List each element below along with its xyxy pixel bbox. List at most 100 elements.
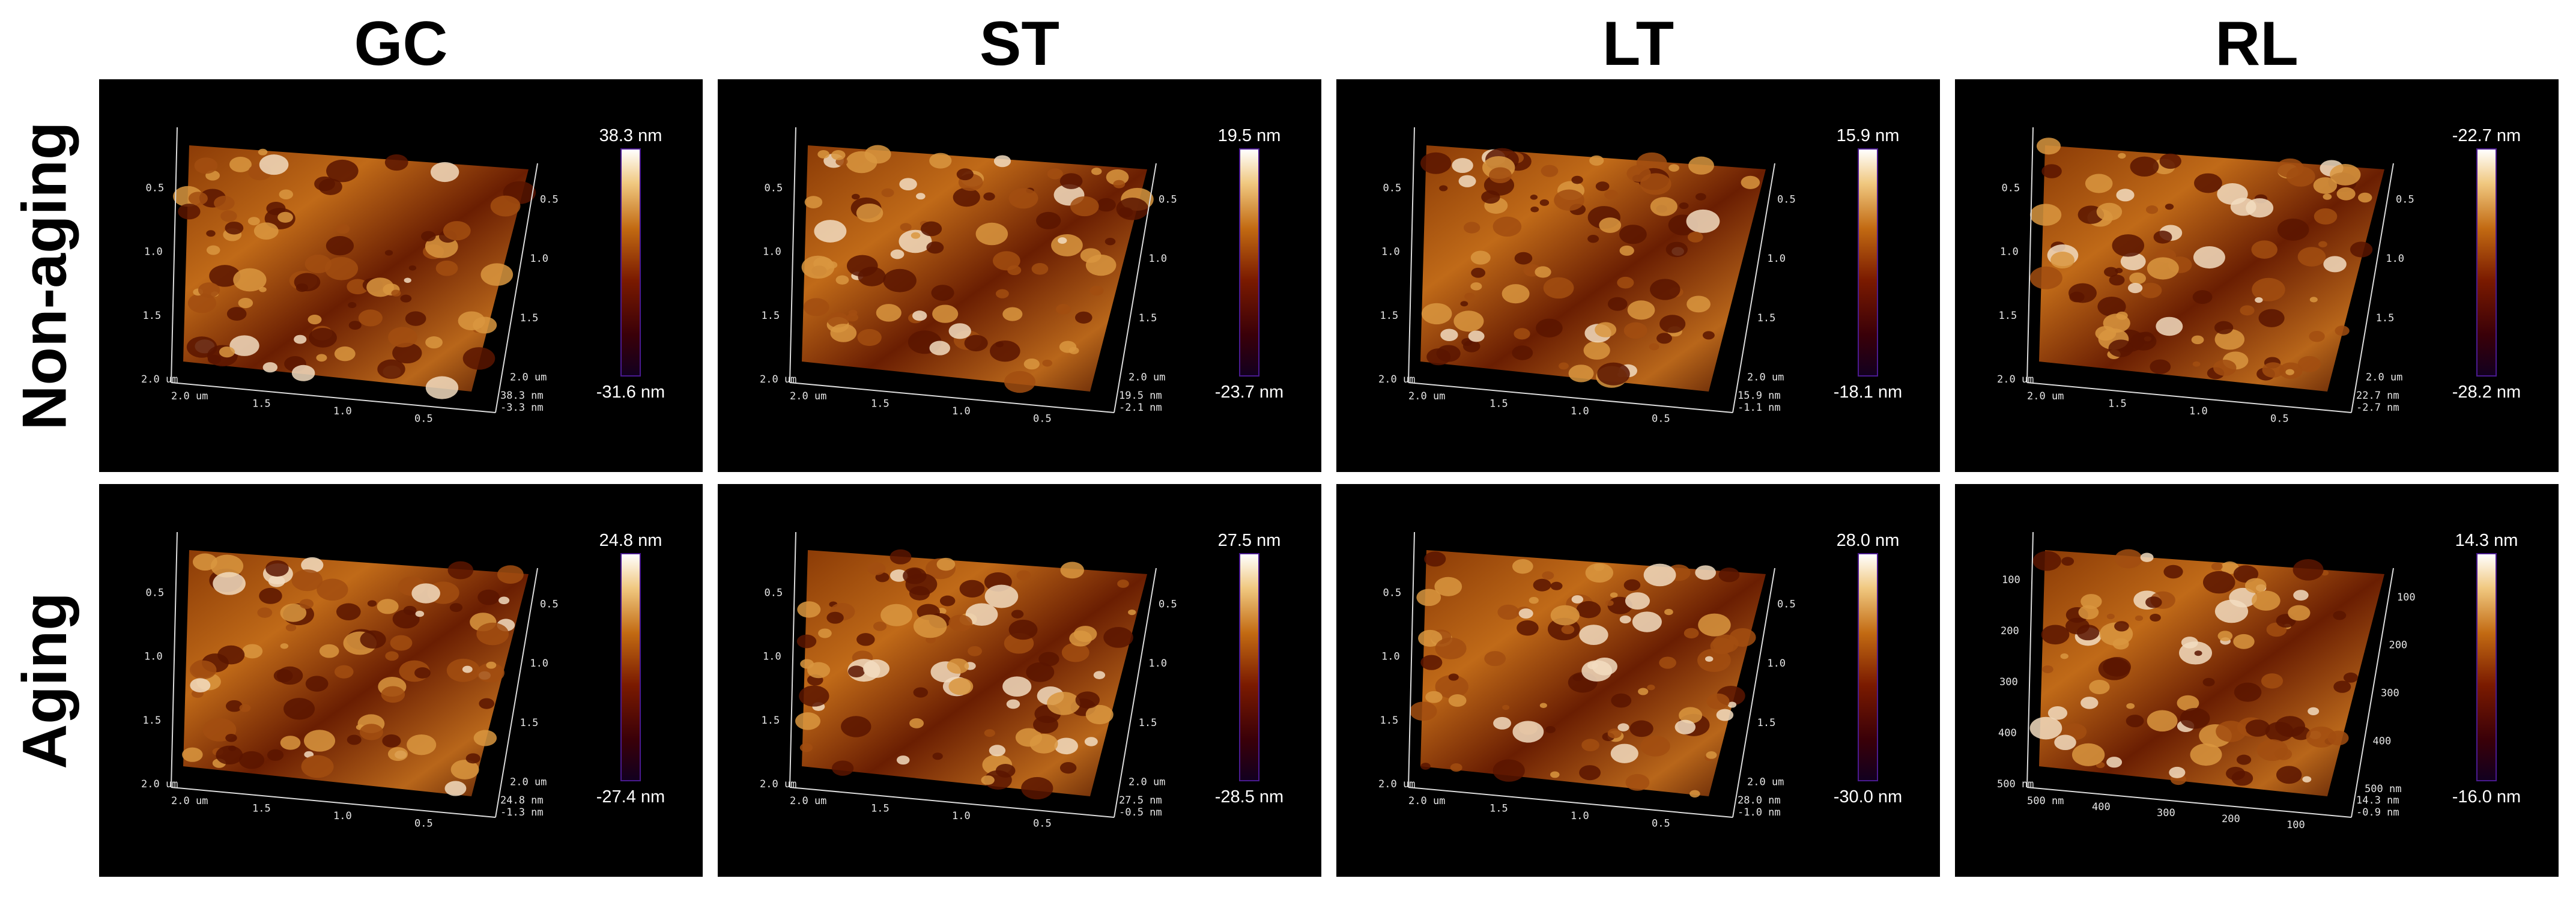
x-axis-tick-label: 2.0 um [790,795,826,807]
color-scale-bar [2476,553,2497,781]
x-axis-tick-label: 0.5 [414,413,433,425]
right-axis-tick-label: 1.0 [530,658,548,670]
right-axis-tick-label: 1.5 [1757,312,1776,324]
y-axis-tick-label: 2.0 um [760,778,796,790]
color-scale-min: -30.0 nm [1833,787,1903,807]
y-axis-tick-label: 1.0 [1381,246,1400,258]
surface-3d-plot: 2.0 um 1.5 1.0 0.5 2.0 um 1.5 1.0 0.5 0.5 1.0 1.5 2… [141,127,559,425]
y-axis-tick-label: 200 [2001,625,2019,637]
z-axis-tick-label: -1.3 nm [500,807,544,819]
x-axis-tick-label: 0.5 [1033,818,1052,830]
color-scale-min: -28.2 nm [2452,383,2521,402]
x-axis-tick-label: 200 [2222,813,2240,825]
y-axis-tick-label: 0.5 [765,587,783,599]
z-axis-tick-label: 24.8 nm [500,795,544,807]
afm-panel-lt-non-aging: 2.0 um 1.5 1.0 0.5 2.0 um 1.5 1.0 0.5 0.5 1.0 1.5 2… [1336,79,1940,472]
y-axis-tick-label: 0.5 [1383,587,1402,599]
z-axis-tick-label: 38.3 nm [500,390,544,402]
afm-panel-gc-non-aging: 2.0 um 1.5 1.0 0.5 2.0 um 1.5 1.0 0.5 0.5 1.0 1.5 2… [99,79,703,472]
color-scale-min: -27.4 nm [596,787,665,807]
y-axis-tick-label: 1.5 [762,310,780,322]
right-axis-tick-label: 500 nm [2365,783,2401,795]
z-axis-tick-label: -3.3 nm [500,402,544,414]
y-axis-tick-label: 1.0 [763,246,781,258]
color-scale-min: -18.1 nm [1833,383,1903,402]
surface-bumps [1420,148,1760,388]
surface-3d-plot: 2.0 um 1.5 1.0 0.5 2.0 um 1.5 1.0 0.5 0.5 1.0 1.5 2… [141,531,559,830]
x-axis-tick-label: 1.5 [252,398,271,410]
row-header-aging-label: Aging [10,592,80,769]
x-axis-tick-label: 2.0 um [1408,390,1445,402]
color-scale-bar [1858,553,1878,781]
x-axis-tick-label: 2.0 um [790,390,826,402]
afm-panel-rl-aging: 500 nm 400 300 200 100 500 nm 400 300 200 100 100 2… [1955,484,2559,877]
y-axis-tick-label: 0.5 [1383,182,1402,194]
y-axis-tick-label: 1.5 [1380,310,1399,322]
x-axis-tick-label: 0.5 [1652,413,1670,425]
x-axis-tick-label: 0.5 [414,818,433,830]
z-axis-tick-label: 22.7 nm [2356,390,2399,402]
x-axis-tick-label: 1.0 [952,810,971,822]
y-axis-tick-label: 1.5 [1999,310,2017,322]
x-axis-tick-label: 400 [2092,801,2111,813]
color-scale-max: 15.9 nm [1836,126,1900,145]
y-axis-tick-label: 100 [2002,574,2020,586]
z-axis-tick-label: -2.1 nm [1119,402,1162,414]
right-axis-tick-label: 0.5 [2396,193,2414,205]
x-axis-tick-label: 1.0 [952,405,971,417]
surface-mesh [802,145,1147,392]
x-axis-tick-label: 500 nm [2027,795,2064,807]
x-axis-tick-label: 1.0 [2189,405,2208,417]
z-axis-tick-label: 27.5 nm [1119,795,1162,807]
y-axis-tick-label: 2.0 um [141,778,178,790]
color-scale-min: -16.0 nm [2452,787,2521,807]
surface-bumps [182,553,524,796]
right-axis-tick-label: 0.5 [1159,598,1177,610]
right-axis-tick-label: 2.0 um [1747,776,1784,789]
color-scale-max: 19.5 nm [1217,126,1281,145]
right-axis-tick-label: 0.5 [540,193,559,205]
x-axis-tick-label: 2.0 um [2027,390,2064,402]
z-axis-tick-label: -1.1 nm [1738,402,1781,414]
z-axis-tick-label: 14.3 nm [2356,795,2399,807]
x-axis-tick-label: 2.0 um [171,795,208,807]
x-axis-tick-label: 2.0 um [171,390,208,402]
color-scale-max: 24.8 nm [599,531,662,550]
row-header-non-aging: Non-aging [0,79,90,472]
right-axis-tick-label: 0.5 [1777,598,1796,610]
axis-lines [789,531,1157,818]
right-axis-tick-label: 2.0 um [510,372,547,384]
axis-lines [2026,531,2394,818]
right-axis-tick-label: 2.0 um [1129,372,1165,384]
x-axis-tick-label: 1.0 [333,405,352,417]
right-axis-tick-label: 1.0 [1148,253,1167,265]
right-axis-tick-label: 1.0 [2386,253,2404,265]
color-scale-max: 14.3 nm [2455,531,2518,550]
x-axis-tick-label: 1.0 [1571,405,1589,417]
right-axis-tick-label: 0.5 [1777,193,1796,205]
x-axis-tick-label: 1.5 [871,803,889,815]
afm-panel-rl-non-aging: 2.0 um 1.5 1.0 0.5 2.0 um 1.5 1.0 0.5 0.5 1.0 1.5 2… [1955,79,2559,472]
surface-bumps [2029,138,2373,381]
right-axis-tick-label: 1.5 [2376,312,2395,324]
color-scale-max: -22.7 nm [2452,126,2521,145]
x-axis-tick-label: 1.5 [1490,803,1508,815]
color-scale-max: 38.3 nm [599,126,662,145]
z-axis-tick-label: -2.7 nm [2356,402,2399,414]
y-axis-tick-label: 1.0 [1381,651,1400,663]
color-scale-max: 27.5 nm [1217,531,1281,550]
column-header-gc: GC [354,9,448,79]
column-header-st: ST [980,9,1059,79]
color-scale-max: 28.0 nm [1836,531,1900,550]
z-axis-tick-label: 28.0 nm [1738,795,1781,807]
axis-lines [171,531,538,818]
x-axis-tick-label: 1.5 [2108,398,2127,410]
axis-lines [789,127,1157,413]
y-axis-tick-label: 500 nm [1997,778,2034,790]
right-axis-tick-label: 200 [2389,640,2407,652]
x-axis-tick-label: 300 [2157,807,2175,819]
y-axis-tick-label: 400 [1998,727,2017,739]
axis-lines [171,127,538,413]
y-axis-tick-label: 0.5 [146,182,165,194]
y-axis-tick-label: 2.0 um [141,374,178,386]
